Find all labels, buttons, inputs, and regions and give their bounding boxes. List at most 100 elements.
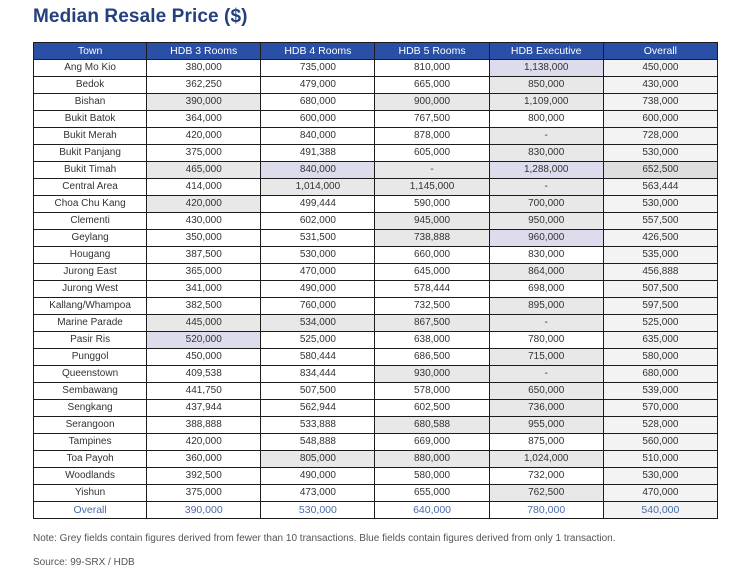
table-row: Tampines 420,000 548,888 669,000 875,000 560,… <box>32 433 719 451</box>
table-row: Woodlands 392,500 490,000 580,000 732,000 530… <box>32 467 719 485</box>
hdb-4-rooms-cell: 533,888 <box>260 416 376 434</box>
overall-hdb-executive: 780,000 <box>488 501 604 519</box>
overall-cell: 728,000 <box>602 127 719 145</box>
town-cell: Marine Parade <box>32 314 148 332</box>
town-cell: Bukit Panjang <box>32 144 148 162</box>
table-row: Ang Mo Kio 380,000 735,000 810,000 1,138,000… <box>32 59 719 77</box>
hdb-3-rooms-cell: 414,000 <box>146 178 262 196</box>
hdb-5-rooms-cell: 878,000 <box>374 127 490 145</box>
town-cell: Choa Chu Kang <box>32 195 148 213</box>
hdb-executive-cell: 875,000 <box>488 433 604 451</box>
overall-cell: 528,000 <box>602 416 719 434</box>
town-cell: Geylang <box>32 229 148 247</box>
column-header-hdb-4-rooms: HDB 4 Rooms <box>260 42 376 60</box>
overall-cell: 530,000 <box>602 195 719 213</box>
median-resale-price-table: Town HDB 3 Rooms HDB 4 Rooms HDB 5 Rooms… <box>32 42 719 519</box>
table-row: Kallang/Whampoa 382,500 760,000 732,500 895,… <box>32 297 719 315</box>
town-cell: Bukit Timah <box>32 161 148 179</box>
overall-cell: 525,000 <box>602 314 719 332</box>
hdb-5-rooms-cell: 578,000 <box>374 382 490 400</box>
table-row: Pasir Ris 520,000 525,000 638,000 780,000 635… <box>32 331 719 349</box>
town-cell: Clementi <box>32 212 148 230</box>
hdb-4-rooms-cell: 680,000 <box>260 93 376 111</box>
overall-overall: 540,000 <box>602 501 719 519</box>
table-row: Punggol 450,000 580,444 686,500 715,000 580,0… <box>32 348 719 366</box>
hdb-executive-cell: 864,000 <box>488 263 604 281</box>
footnote: Note: Grey fields contain figures derive… <box>33 533 616 544</box>
hdb-3-rooms-cell: 450,000 <box>146 348 262 366</box>
town-cell: Central Area <box>32 178 148 196</box>
hdb-4-rooms-cell: 834,444 <box>260 365 376 383</box>
hdb-5-rooms-cell: 590,000 <box>374 195 490 213</box>
hdb-5-rooms-cell: 638,000 <box>374 331 490 349</box>
hdb-4-rooms-cell: 499,444 <box>260 195 376 213</box>
hdb-4-rooms-cell: 473,000 <box>260 484 376 502</box>
overall-cell: 560,000 <box>602 433 719 451</box>
hdb-4-rooms-cell: 490,000 <box>260 467 376 485</box>
table-row: Bukit Batok 364,000 600,000 767,500 800,000 6… <box>32 110 719 128</box>
table-row: Toa Payoh 360,000 805,000 880,000 1,024,000 5… <box>32 450 719 468</box>
hdb-4-rooms-cell: 490,000 <box>260 280 376 298</box>
hdb-4-rooms-cell: 805,000 <box>260 450 376 468</box>
overall-cell: 535,000 <box>602 246 719 264</box>
overall-hdb-4-rooms: 530,000 <box>260 501 376 519</box>
hdb-executive-cell: - <box>488 178 604 196</box>
hdb-executive-cell: 715,000 <box>488 348 604 366</box>
town-cell: Bukit Merah <box>32 127 148 145</box>
hdb-4-rooms-cell: 600,000 <box>260 110 376 128</box>
town-cell: Sembawang <box>32 382 148 400</box>
hdb-4-rooms-cell: 580,444 <box>260 348 376 366</box>
hdb-executive-cell: 780,000 <box>488 331 604 349</box>
hdb-4-rooms-cell: 840,000 <box>260 161 376 179</box>
town-cell: Kallang/Whampoa <box>32 297 148 315</box>
hdb-3-rooms-cell: 390,000 <box>146 93 262 111</box>
hdb-3-rooms-cell: 341,000 <box>146 280 262 298</box>
hdb-5-rooms-cell: 680,588 <box>374 416 490 434</box>
table-row: Bukit Merah 420,000 840,000 878,000-728,000 <box>32 127 719 145</box>
town-cell: Jurong East <box>32 263 148 281</box>
hdb-4-rooms-cell: 525,000 <box>260 331 376 349</box>
table-row: Queenstown 409,538 834,444 930,000-680,000 <box>32 365 719 383</box>
town-cell: Punggol <box>32 348 148 366</box>
hdb-3-rooms-cell: 364,000 <box>146 110 262 128</box>
overall-cell: 652,500 <box>602 161 719 179</box>
town-cell: Bishan <box>32 93 148 111</box>
overall-cell: 600,000 <box>602 110 719 128</box>
table-header-row: Town HDB 3 Rooms HDB 4 Rooms HDB 5 Rooms… <box>32 42 719 60</box>
hdb-5-rooms-cell: 930,000 <box>374 365 490 383</box>
hdb-4-rooms-cell: 470,000 <box>260 263 376 281</box>
overall-cell: 426,500 <box>602 229 719 247</box>
hdb-executive-cell: 830,000 <box>488 246 604 264</box>
table-row: Jurong East 365,000 470,000 645,000 864,000 4… <box>32 263 719 281</box>
hdb-3-rooms-cell: 360,000 <box>146 450 262 468</box>
table-row: Bukit Panjang 375,000 491,388 605,000 830,00… <box>32 144 719 162</box>
town-cell: Bukit Batok <box>32 110 148 128</box>
hdb-5-rooms-cell: 580,000 <box>374 467 490 485</box>
town-cell: Serangoon <box>32 416 148 434</box>
hdb-4-rooms-cell: 735,000 <box>260 59 376 77</box>
overall-cell: 510,000 <box>602 450 719 468</box>
town-cell: Queenstown <box>32 365 148 383</box>
table-row: Marine Parade 445,000 534,000 867,500-525,0… <box>32 314 719 332</box>
hdb-3-rooms-cell: 380,000 <box>146 59 262 77</box>
column-header-hdb-5-rooms: HDB 5 Rooms <box>374 42 490 60</box>
hdb-3-rooms-cell: 420,000 <box>146 127 262 145</box>
overall-cell: 530,000 <box>602 467 719 485</box>
hdb-4-rooms-cell: 548,888 <box>260 433 376 451</box>
overall-cell: 570,000 <box>602 399 719 417</box>
hdb-3-rooms-cell: 392,500 <box>146 467 262 485</box>
hdb-4-rooms-cell: 479,000 <box>260 76 376 94</box>
hdb-5-rooms-cell: 900,000 <box>374 93 490 111</box>
overall-hdb-5-rooms: 640,000 <box>374 501 490 519</box>
hdb-3-rooms-cell: 441,750 <box>146 382 262 400</box>
hdb-executive-cell: 830,000 <box>488 144 604 162</box>
hdb-executive-cell: 700,000 <box>488 195 604 213</box>
hdb-3-rooms-cell: 382,500 <box>146 297 262 315</box>
hdb-executive-cell: 800,000 <box>488 110 604 128</box>
hdb-5-rooms-cell: 732,500 <box>374 297 490 315</box>
overall-row: Overall 390,000 530,000 640,000 780,000 … <box>32 501 719 519</box>
overall-cell: 557,500 <box>602 212 719 230</box>
hdb-3-rooms-cell: 375,000 <box>146 484 262 502</box>
overall-cell: 539,000 <box>602 382 719 400</box>
column-header-town: Town <box>32 42 148 60</box>
